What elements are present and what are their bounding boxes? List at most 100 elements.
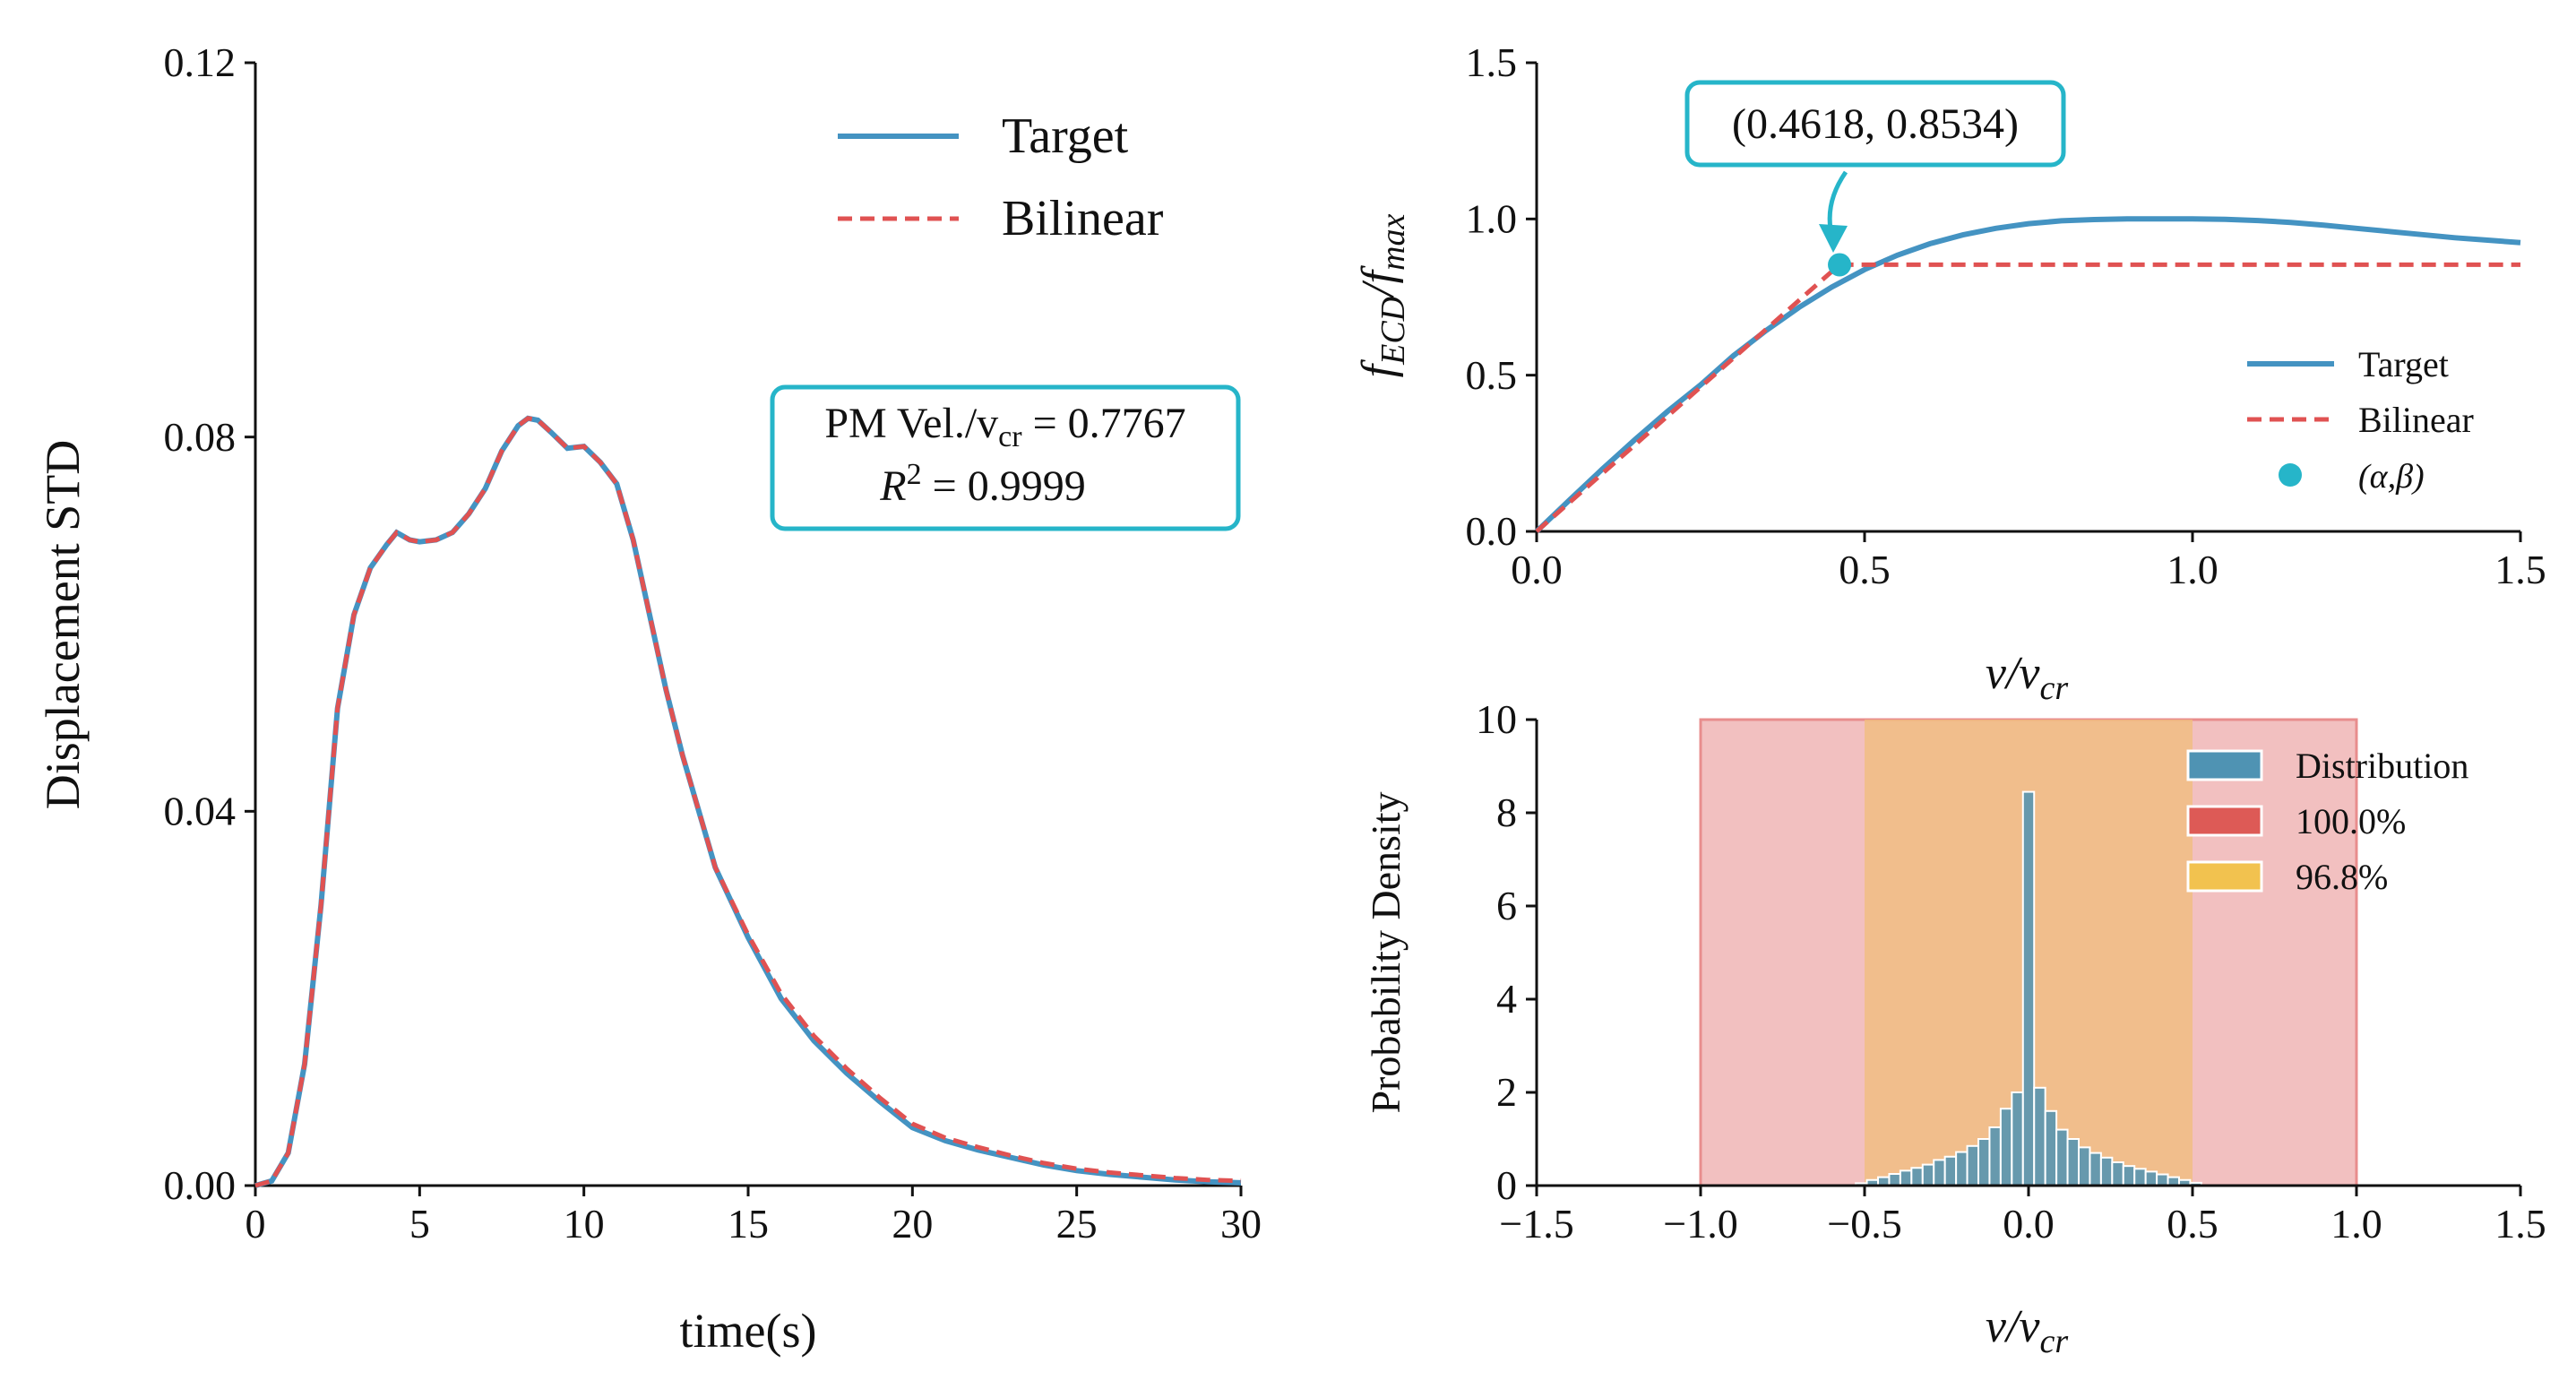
- annotation-box: [770, 384, 1241, 531]
- breakpoint-marker: [1828, 253, 1852, 277]
- annotation-line-2: R2 = 0.9999: [879, 458, 1085, 510]
- y-tick-label: 0.12: [164, 39, 237, 85]
- y-tick-label: 2: [1496, 1069, 1517, 1115]
- histogram-bar: [2089, 1152, 2102, 1186]
- annotation-text: PM Vel./v: [824, 400, 998, 447]
- x-tick-label: 30: [1220, 1201, 1262, 1247]
- y-axis-label: Probability Density: [1363, 791, 1409, 1113]
- legend-label-96-8-percent: 96.8%: [2296, 857, 2388, 897]
- histogram-bar: [2156, 1173, 2169, 1187]
- legend-label-100-percent: 100.0%: [2296, 801, 2406, 841]
- histogram-bar: [2077, 1146, 2091, 1186]
- histogram-bar: [2099, 1156, 2114, 1187]
- x-tick-label: 10: [564, 1201, 605, 1247]
- annotation-arrowhead: [1819, 224, 1848, 253]
- histogram-bar: [1943, 1155, 1958, 1187]
- histogram-bar: [2066, 1138, 2080, 1186]
- x-tick-label: 0: [246, 1201, 266, 1247]
- legend-label-target: Target: [2358, 344, 2449, 384]
- histogram-bar: [1933, 1159, 1946, 1187]
- y-tick-label: 0.00: [164, 1162, 237, 1208]
- x-tick-label: 5: [409, 1201, 430, 1247]
- series-line-target: [1534, 216, 2521, 534]
- y-tick-label: 8: [1496, 789, 1517, 835]
- y-tick-label: 1.5: [1466, 39, 1518, 85]
- legend-swatch-distribution: [2186, 749, 2263, 781]
- y-tick-label: 1.0: [1466, 196, 1518, 242]
- legend-swatch-point: [2279, 463, 2302, 487]
- x-axis-label-subscript: cr: [2039, 669, 2068, 707]
- y-tick-label: 4: [1496, 976, 1517, 1022]
- y-tick-label: 0.5: [1466, 352, 1518, 398]
- x-axis-label-text: v/v: [1986, 1301, 2041, 1352]
- y-axis-label: Displacement STD: [36, 440, 90, 809]
- annotation-text: (0.4618, 0.8534): [1732, 100, 2019, 148]
- histogram-bar: [1999, 1108, 2013, 1186]
- annotation-value: = 0.9999: [922, 462, 1086, 510]
- annotation-box: [1684, 80, 2066, 168]
- histogram-bar: [2044, 1109, 2058, 1187]
- annotation-superscript: 2: [907, 458, 922, 491]
- y-axis-label-subscript: max: [1374, 214, 1412, 271]
- y-axis-label: fECD/fmax: [1353, 214, 1412, 378]
- histogram-bar: [2033, 1086, 2046, 1187]
- histogram-bar: [2133, 1168, 2147, 1187]
- histogram-bar: [2011, 1091, 2024, 1186]
- x-tick-label: 0.0: [1511, 547, 1563, 592]
- legend-label-distribution: Distribution: [2296, 746, 2468, 786]
- legend-label-target: Target: [1002, 108, 1129, 164]
- annotation-value: = 0.7767: [1022, 400, 1186, 447]
- x-tick-label: −1.0: [1663, 1201, 1737, 1247]
- x-tick-label: 1.5: [2494, 1201, 2546, 1247]
- x-tick-label: 20: [892, 1201, 933, 1247]
- x-axis-label: v/vcr: [1986, 1301, 2068, 1360]
- y-axis-label-subscript: ECD: [1374, 297, 1412, 366]
- ecd-chart: 0.0 0.5 1.0 1.5 0.0 0.5 1.0 1.5 v/vcr fECD/fmax (0…: [1353, 39, 2546, 707]
- histogram-bar: [1988, 1126, 2002, 1186]
- histogram-bar: [1977, 1138, 1991, 1186]
- x-axis-label-text: v/v: [1986, 648, 2041, 699]
- legend-label-bilinear: Bilinear: [1002, 191, 1164, 246]
- histogram-bar: [2055, 1128, 2069, 1186]
- x-tick-label: 0.0: [2003, 1201, 2055, 1247]
- y-tick-label: 0.08: [164, 414, 237, 460]
- y-tick-label: 0.0: [1466, 508, 1518, 554]
- annotation-subscript: cr: [998, 420, 1022, 453]
- x-tick-label: 0.5: [2167, 1201, 2218, 1247]
- histogram-bar: [1921, 1163, 1935, 1186]
- x-tick-label: 25: [1056, 1201, 1098, 1247]
- legend-label-point: (α,β): [2358, 458, 2425, 496]
- histogram-bar: [1888, 1173, 1901, 1186]
- histogram-bar: [1955, 1151, 1969, 1187]
- y-tick-label: 0: [1496, 1162, 1517, 1208]
- x-tick-label: 1.0: [2167, 547, 2218, 592]
- histogram-bar: [1899, 1169, 1913, 1186]
- y-tick-label: 10: [1476, 696, 1517, 742]
- x-tick-label: 1.0: [2330, 1201, 2382, 1247]
- x-axis-label-subscript: cr: [2039, 1323, 2068, 1360]
- x-axis-label: v/vcr: [1986, 648, 2068, 707]
- series-line-bilinear: [254, 416, 1242, 1188]
- x-tick-label: 0.5: [1839, 547, 1891, 592]
- x-axis-label: time(s): [680, 1304, 817, 1358]
- y-tick-label: 0.04: [164, 789, 237, 834]
- histogram-bar: [1966, 1144, 1980, 1187]
- series-line-target: [254, 415, 1242, 1188]
- legend-label-bilinear: Bilinear: [2358, 400, 2474, 440]
- x-tick-label: 1.5: [2494, 547, 2546, 592]
- histogram-bar: [2122, 1165, 2136, 1187]
- displacement-chart: 0 5 10 15 20 25 30 0.00 0.04 0.08 0.12 time(s) Displ…: [36, 39, 1262, 1358]
- x-tick-label: −0.5: [1827, 1201, 1901, 1247]
- x-tick-label: 15: [728, 1201, 769, 1247]
- legend-swatch-96-8-percent: [2186, 860, 2263, 893]
- annotation-text: R: [879, 462, 906, 510]
- y-tick-label: 6: [1496, 883, 1517, 928]
- histogram-bar: [2111, 1161, 2124, 1186]
- histogram-bar: [2021, 790, 2036, 1186]
- x-tick-label: −1.5: [1499, 1201, 1573, 1247]
- legend-swatch-100-percent: [2186, 805, 2263, 837]
- histogram-bar: [1910, 1167, 1924, 1186]
- distribution-chart: −1.5 −1.0 −0.5 0.0 0.5 1.0 1.5 0 2 4 6 8 10 v/vcr Prob…: [1363, 696, 2546, 1360]
- histogram-bar: [2144, 1170, 2158, 1187]
